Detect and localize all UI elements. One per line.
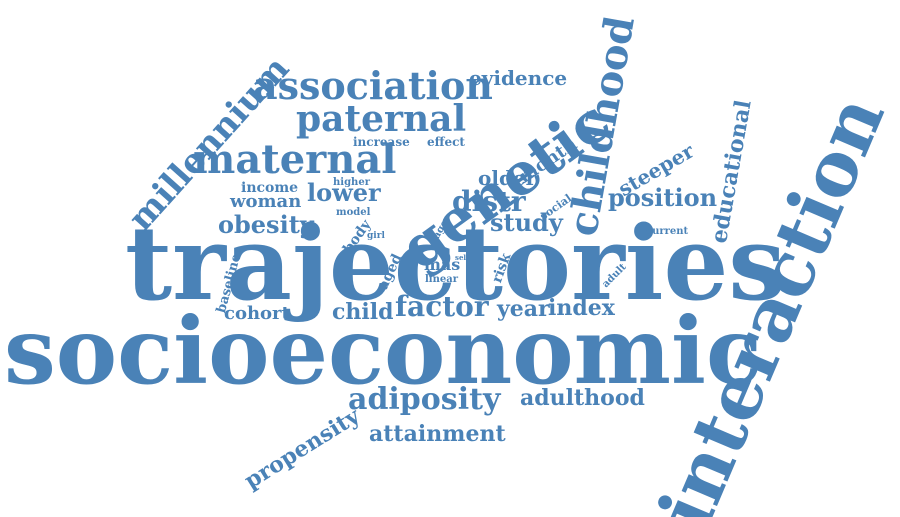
word-increase: increase <box>353 135 410 149</box>
word-factor: factor <box>395 290 489 323</box>
word-linear: linear <box>425 274 458 285</box>
word-maternal: maternal <box>193 136 397 183</box>
word-adulthood: adulthood <box>520 385 645 411</box>
word-obesity: obesity <box>218 210 314 239</box>
word-evidence: evidence <box>469 66 568 90</box>
word-higher: higher <box>333 177 370 188</box>
word-model: model <box>336 207 371 218</box>
word-adiposity: adiposity <box>348 382 501 417</box>
word-association: association <box>253 63 493 108</box>
word-child: child <box>332 299 394 325</box>
word-self: self <box>455 253 470 262</box>
word-year: year <box>497 296 550 322</box>
word-girl: girl <box>367 231 385 241</box>
word-paternal: paternal <box>296 98 467 140</box>
word-woman: woman <box>230 191 302 212</box>
word-mas: mas <box>424 255 461 274</box>
word-lower: lower <box>307 178 381 207</box>
word-effect: effect <box>427 135 465 149</box>
word-index: index <box>548 295 615 321</box>
word-study: study <box>490 208 563 237</box>
word-income: income <box>241 180 299 196</box>
word-older: older <box>478 166 537 190</box>
word-attainment: attainment <box>369 421 506 447</box>
word-position: position <box>608 183 718 212</box>
word-cohort: cohort <box>224 303 290 324</box>
word-current: current <box>646 226 689 237</box>
word-distr: distr <box>452 185 526 218</box>
word-socioeconomic: socioeconomic <box>4 297 762 405</box>
word-trajectories: trajectories <box>125 204 786 324</box>
word-propensity: propensity <box>239 403 365 495</box>
